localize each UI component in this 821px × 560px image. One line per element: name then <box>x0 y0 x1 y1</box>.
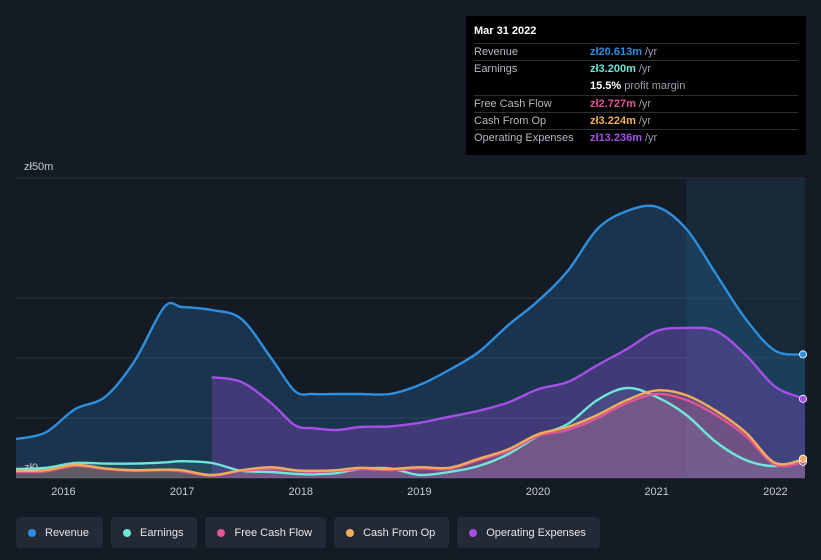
tooltip-row-label: Cash From Op <box>474 115 547 128</box>
tooltip-row: Earnings zł3.200m/yr <box>474 60 798 77</box>
tooltip-row-value: 15.5% <box>590 79 622 92</box>
tooltip-row-value: zł3.224m <box>590 115 636 128</box>
tooltip-row-unit: /yr <box>638 115 652 128</box>
tooltip-row-label <box>474 78 590 95</box>
legend-label: Free Cash Flow <box>234 526 313 539</box>
tooltip-row: Operating Expenses zł13.236m/yr <box>474 129 798 146</box>
legend-label: Cash From Op <box>363 526 436 539</box>
earnings-revenue-chart: zł50m zł0 2016 2017 2018 2019 2020 2021 2022 <box>15 161 808 498</box>
legend-label: Operating Expenses <box>486 526 586 539</box>
tooltip-row-label: Free Cash Flow <box>474 97 552 110</box>
tooltip-row-value: zł13.236m <box>590 132 642 145</box>
tooltip-row-unit: /yr <box>638 63 652 76</box>
chart-legend: Revenue Earnings Free Cash Flow Cash From O… <box>16 517 608 548</box>
tooltip-row-label: Operating Expenses <box>474 132 574 145</box>
legend-item-cash-from-op[interactable]: Cash From Op <box>334 517 450 548</box>
tooltip-row-unit: /yr <box>638 97 652 110</box>
data-tooltip: Mar 31 2022 Revenue zł20.613m/yr Earnings z… <box>466 16 806 155</box>
tooltip-row-value: zł3.200m <box>590 63 636 76</box>
legend-item-operating-expenses[interactable]: Operating Expenses <box>457 517 600 548</box>
x-tick-label: 2020 <box>526 486 550 498</box>
cash-from-op-end-point <box>799 454 808 463</box>
free-cash-flow-area <box>16 393 805 478</box>
tooltip-row: Revenue zł20.613m/yr <box>474 43 798 60</box>
legend-item-revenue[interactable]: Revenue <box>16 517 104 548</box>
legend-dot-icon <box>28 528 36 537</box>
cash-from-op-line <box>15 389 806 477</box>
legend-item-earnings[interactable]: Earnings <box>111 517 198 548</box>
x-tick-label: 2019 <box>407 486 431 498</box>
tooltip-row: Cash From Op zł3.224m/yr <box>474 112 798 129</box>
revenue-end-point <box>799 350 808 359</box>
tooltip-row-unit: /yr <box>644 132 658 145</box>
tooltip-row: Free Cash Flow zł2.727m/yr <box>474 94 798 112</box>
operating-expenses-line <box>211 326 806 432</box>
operating-expenses-end-point <box>799 394 808 403</box>
legend-label: Revenue <box>45 526 90 539</box>
x-tick-label: 2018 <box>289 486 313 498</box>
tooltip-row-label: Earnings <box>474 63 518 76</box>
revenue-line <box>15 204 806 441</box>
y-tick-label: zł50m <box>24 161 53 173</box>
x-tick-label: 2016 <box>51 486 75 498</box>
legend-dot-icon <box>123 528 132 537</box>
legend-label: Earnings <box>140 526 184 539</box>
legend-dot-icon <box>217 528 226 537</box>
tooltip-date: Mar 31 2022 <box>474 25 537 37</box>
tooltip-row-unit: profit margin <box>624 79 686 92</box>
tooltip-row: 15.5% profit margin <box>474 78 798 95</box>
tooltip-row-label: Revenue <box>474 46 519 58</box>
tooltip-row-unit: /yr <box>644 46 658 58</box>
x-tick-label: 2017 <box>170 486 194 498</box>
tooltip-row-value: zł20.613m <box>590 46 642 58</box>
legend-dot-icon <box>346 528 355 537</box>
tooltip-row-value: zł2.727m <box>590 97 636 110</box>
y-tick-label: zł0 <box>24 462 38 474</box>
x-tick-label: 2021 <box>644 486 668 498</box>
legend-dot-icon <box>469 528 478 537</box>
legend-item-free-cash-flow[interactable]: Free Cash Flow <box>205 517 327 548</box>
x-tick-label: 2022 <box>763 486 787 498</box>
